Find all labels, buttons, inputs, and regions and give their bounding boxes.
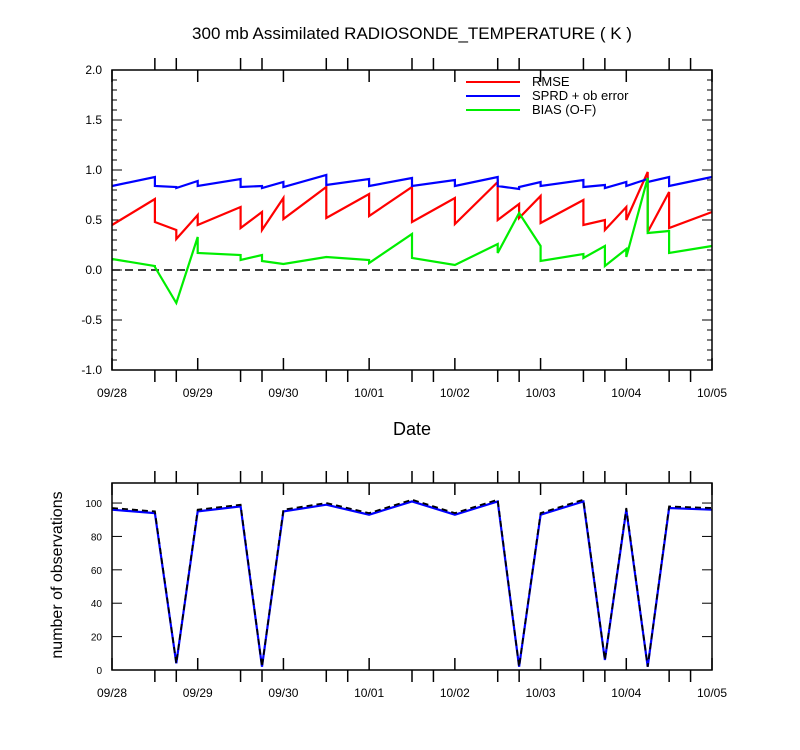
bottom-y-tick-label: 60	[91, 566, 103, 577]
chart-title: 300 mb Assimilated RADIOSONDE_TEMPERATUR…	[192, 24, 632, 43]
bottom-plot-series	[111, 498, 713, 667]
bottom-x-tick-label: 10/04	[611, 686, 641, 700]
bottom-x-tick-label: 09/28	[97, 686, 127, 700]
top-x-tick-label: 10/02	[440, 386, 470, 400]
series-line-rmse	[111, 171, 713, 242]
bottom-plot-x-tick-labels: 09/28 09/29 09/30 10/01 10/02 10/03 10/04 10/05	[97, 686, 727, 700]
bottom-x-tick-label: 10/03	[526, 686, 556, 700]
y-axis-label-observations: number of observations	[49, 491, 66, 658]
top-y-tick-label: -0.5	[81, 313, 102, 327]
top-x-tick-label: 10/04	[611, 386, 641, 400]
top-plot-x-tick-labels: 09/28 09/29 09/30 10/01 10/02 10/03 10/04 10/05	[97, 386, 727, 400]
bottom-x-tick-label: 10/01	[354, 686, 384, 700]
series-line-sprd-ob-error	[111, 173, 713, 191]
bottom-x-tick-label: 09/29	[183, 686, 213, 700]
bottom-x-tick-label: 10/05	[697, 686, 727, 700]
top-y-tick-label: -1.0	[81, 363, 102, 377]
top-x-tick-label: 09/29	[183, 386, 213, 400]
top-y-tick-label: 1.0	[85, 163, 102, 177]
bottom-plot-frame	[111, 482, 713, 671]
series-line-bias-o-f-	[111, 177, 713, 306]
top-plot-tick-marks	[111, 58, 713, 382]
top-y-tick-label: 1.5	[85, 113, 102, 127]
legend-label: SPRD + ob error	[532, 88, 629, 103]
bottom-x-tick-label: 10/02	[440, 686, 470, 700]
top-plot-series	[111, 171, 713, 306]
top-x-tick-label: 10/05	[697, 386, 727, 400]
top-plot-frame	[111, 69, 713, 371]
bottom-x-tick-label: 09/30	[268, 686, 298, 700]
top-plot-y-tick-labels: 2.0 1.5 1.0 0.5 0.0 -0.5 -1.0	[81, 63, 102, 377]
series-line-observations-used	[111, 499, 713, 667]
top-x-tick-label: 09/30	[268, 386, 298, 400]
legend-label: BIAS (O-F)	[532, 102, 596, 117]
bottom-y-tick-label: 40	[91, 599, 103, 610]
top-x-tick-label: 10/01	[354, 386, 384, 400]
bottom-plot-tick-marks	[111, 471, 713, 682]
top-y-tick-label: 2.0	[85, 63, 102, 77]
bottom-y-tick-label: 80	[91, 532, 103, 543]
legend-label: RMSE	[532, 74, 570, 89]
top-y-tick-label: 0.5	[85, 213, 102, 227]
top-x-tick-label: 09/28	[97, 386, 127, 400]
bottom-y-tick-label: 20	[91, 633, 103, 644]
series-line-observations-possible	[111, 498, 713, 667]
top-y-tick-label: 0.0	[85, 263, 102, 277]
bottom-y-tick-label: 0	[96, 666, 102, 677]
bottom-plot-y-tick-labels: 100 80 60 40 20 0	[85, 499, 102, 677]
x-axis-label: Date	[393, 419, 431, 439]
bottom-y-tick-label: 100	[85, 499, 102, 510]
top-x-tick-label: 10/03	[526, 386, 556, 400]
